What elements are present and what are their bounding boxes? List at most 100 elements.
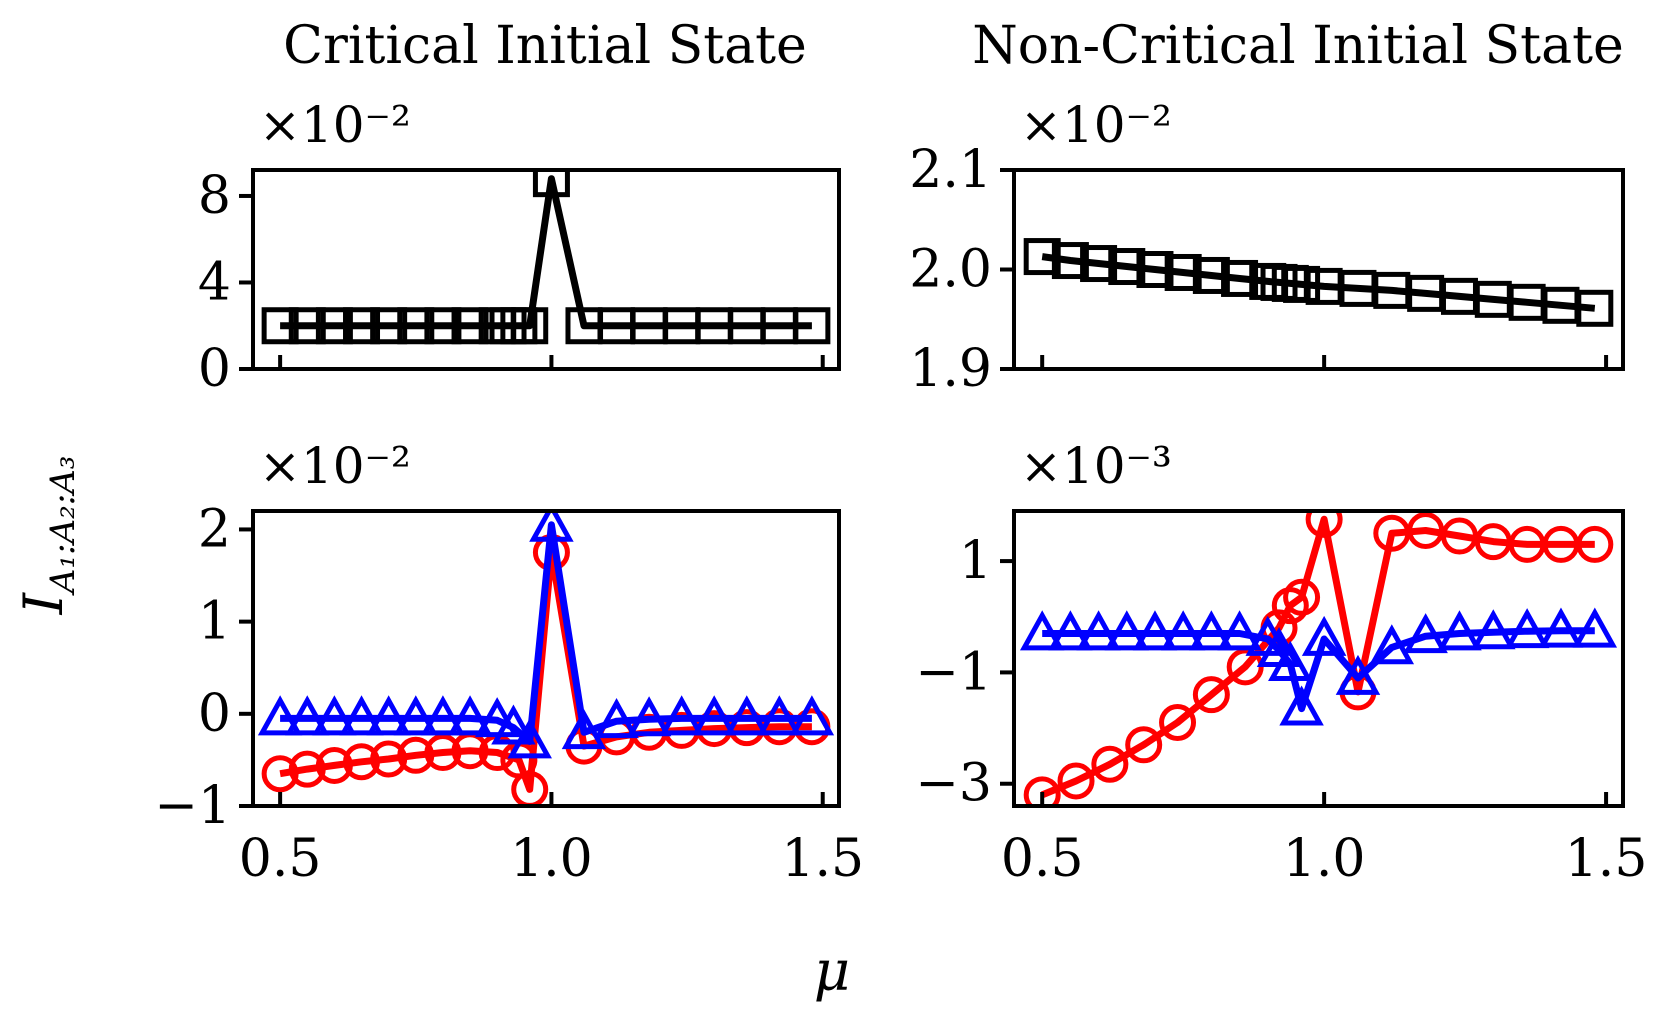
axes-frame (251, 168, 841, 371)
data-point (315, 307, 353, 345)
y-tick-label: 1.9 (909, 339, 992, 399)
series-black-squares (1023, 238, 1614, 327)
series-blue-triangles (1019, 607, 1618, 726)
data-point (261, 755, 299, 793)
y-tick-label: 8 (198, 166, 231, 226)
series-line (1041, 253, 1596, 312)
data-point (529, 511, 574, 542)
data-point (1051, 242, 1089, 280)
data-point (1080, 245, 1118, 283)
data-point (1279, 685, 1324, 726)
axes-frame (251, 509, 841, 808)
data-point (393, 695, 439, 736)
x-tick-label: 0.5 (239, 829, 322, 889)
data-point (339, 695, 384, 736)
data-point (1048, 610, 1093, 651)
x-tick-label: 0.5 (1001, 829, 1084, 889)
data-point (659, 695, 704, 736)
data-point (1192, 256, 1230, 294)
column-title-noncritical: Non-Critical Initial State (972, 16, 1624, 76)
data-point (793, 307, 831, 345)
data-point (626, 696, 672, 737)
data-point (397, 307, 435, 345)
series-line (280, 175, 812, 330)
data-point (288, 307, 326, 345)
data-point (1440, 517, 1478, 555)
x-tick-label: 1.5 (781, 829, 864, 889)
data-point (789, 695, 835, 736)
data-point (1125, 726, 1163, 764)
data-point (691, 695, 737, 736)
column-title-critical: Critical Initial State (283, 16, 807, 76)
y-axis-label-subscript: A₁:A₂:A₃ (43, 456, 83, 596)
data-point (366, 695, 411, 736)
data-point (1132, 610, 1178, 651)
data-point (1283, 578, 1321, 616)
data-point (1538, 607, 1584, 648)
axes-frame (1012, 509, 1625, 808)
y-axis-label-main: I (12, 591, 75, 615)
data-point (1576, 289, 1614, 327)
data-point (1023, 776, 1061, 806)
data-point (1136, 251, 1174, 288)
data-point (491, 704, 536, 745)
multiplier-label: ×10⁻³ (1020, 437, 1172, 495)
y-tick-label: 2.0 (909, 240, 992, 300)
y-tick-label: 0 (198, 684, 231, 744)
data-point (257, 695, 303, 736)
data-point (1335, 654, 1381, 695)
data-point (1108, 248, 1146, 286)
panels: 0 4 8 ×10⁻² 1.9 2.0 2.1 ×10⁻² 0.5 1.0 1.5 −1 0 1 2 ×10⁻… (154, 96, 1647, 889)
series-black-squares (261, 170, 831, 345)
data-point (285, 695, 330, 736)
data-point (370, 740, 408, 778)
panel-critical-bottom: 0.5 1.0 1.5 −1 0 1 2 ×10⁻² (154, 437, 864, 889)
data-point (288, 750, 326, 788)
data-point (1192, 676, 1230, 714)
panel-noncritical-top: 1.9 2.0 2.1 ×10⁻² (909, 96, 1625, 399)
data-point (1369, 624, 1415, 665)
panel-noncritical-bottom: 0.5 1.0 1.5 −3 −1 1 ×10⁻³ (915, 437, 1647, 889)
data-point (757, 695, 802, 736)
data-point (724, 695, 770, 736)
data-point (424, 734, 462, 772)
panel-critical-top: 0 4 8 ×10⁻² (198, 96, 841, 399)
data-point (1159, 704, 1197, 742)
y-tick-label: 2.1 (909, 140, 992, 200)
data-point (1576, 525, 1614, 563)
y-tick-label: −1 (915, 642, 992, 702)
data-point (1164, 253, 1202, 291)
data-point (1283, 265, 1321, 303)
data-point (1091, 745, 1129, 783)
y-tick-label: 1 (198, 592, 231, 652)
data-point (1189, 610, 1234, 651)
data-point (1471, 609, 1516, 650)
data-point (370, 307, 408, 345)
data-point (451, 307, 489, 345)
y-axis-label: IA₁:A₂:A₃ (12, 456, 83, 616)
data-point (1217, 610, 1262, 651)
y-tick-label: 2 (198, 499, 231, 559)
data-point (315, 746, 353, 784)
data-point (1407, 511, 1445, 549)
series-blue-triangles (257, 511, 835, 759)
data-point (1268, 640, 1313, 681)
multiplier-label: ×10⁻² (1020, 96, 1172, 154)
data-point (424, 307, 462, 345)
data-point (343, 743, 381, 781)
multiplier-label: ×10⁻² (259, 96, 411, 154)
data-point (447, 695, 493, 736)
data-point (511, 307, 549, 345)
data-point (1504, 608, 1550, 649)
y-tick-label: 1 (959, 531, 992, 591)
data-point (1305, 511, 1343, 538)
data-point (1221, 259, 1259, 297)
y-tick-label: −3 (915, 754, 992, 814)
data-point (1057, 762, 1095, 800)
x-tick-label: 1.5 (1565, 829, 1648, 889)
data-point (1104, 610, 1150, 651)
data-point (1437, 610, 1482, 651)
data-point (1403, 613, 1448, 654)
data-point (1572, 607, 1618, 648)
